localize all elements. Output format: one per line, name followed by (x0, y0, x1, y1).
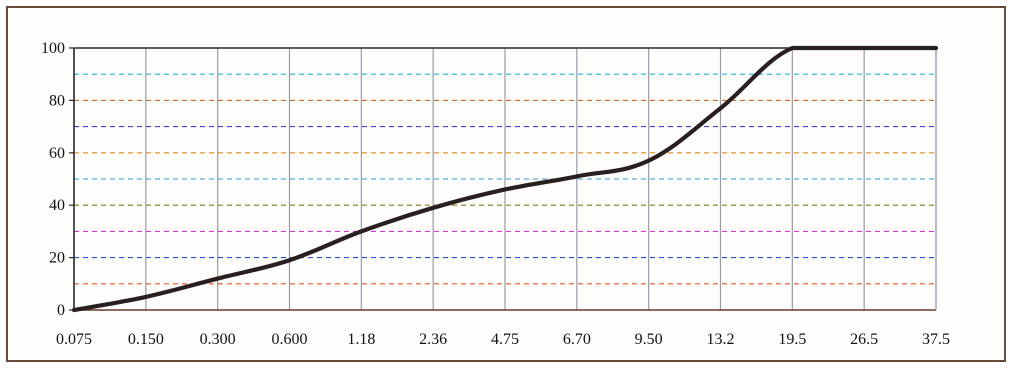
x-tick-labels: 0.075 0.150 0.300 0.600 1.18 2.36 4.75 6.70 9.50… (56, 331, 950, 348)
x-tick-label: 0.600 (272, 331, 308, 348)
x-tick-label: 6.70 (563, 331, 591, 348)
x-tick-label: 13.2 (707, 331, 735, 348)
y-tick-label: 100 (41, 40, 65, 57)
grid (74, 48, 937, 310)
y-tick-label: 20 (49, 250, 65, 267)
x-tick-label: 2.36 (419, 331, 447, 348)
chart-frame (6, 6, 1006, 362)
series (71, 45, 939, 313)
x-tick-label: 9.50 (635, 331, 663, 348)
x-tick-label: 0.150 (128, 331, 164, 348)
y-tick-label: 80 (49, 92, 65, 109)
x-tick-label: 19.5 (778, 331, 806, 348)
y-tick-label: 40 (49, 197, 65, 214)
x-tick-label: 0.300 (200, 331, 236, 348)
y-tick-label: 0 (57, 302, 65, 319)
x-tick-label: 26.5 (850, 331, 878, 348)
y-tick-label: 60 (49, 145, 65, 162)
y-tick-labels: 0 20 40 60 80 100 (41, 40, 74, 319)
x-tick-label: 4.75 (491, 331, 519, 348)
x-tick-label: 37.5 (922, 331, 950, 348)
x-tick-label: 0.075 (56, 331, 92, 348)
x-tick-label: 1.18 (347, 331, 375, 348)
